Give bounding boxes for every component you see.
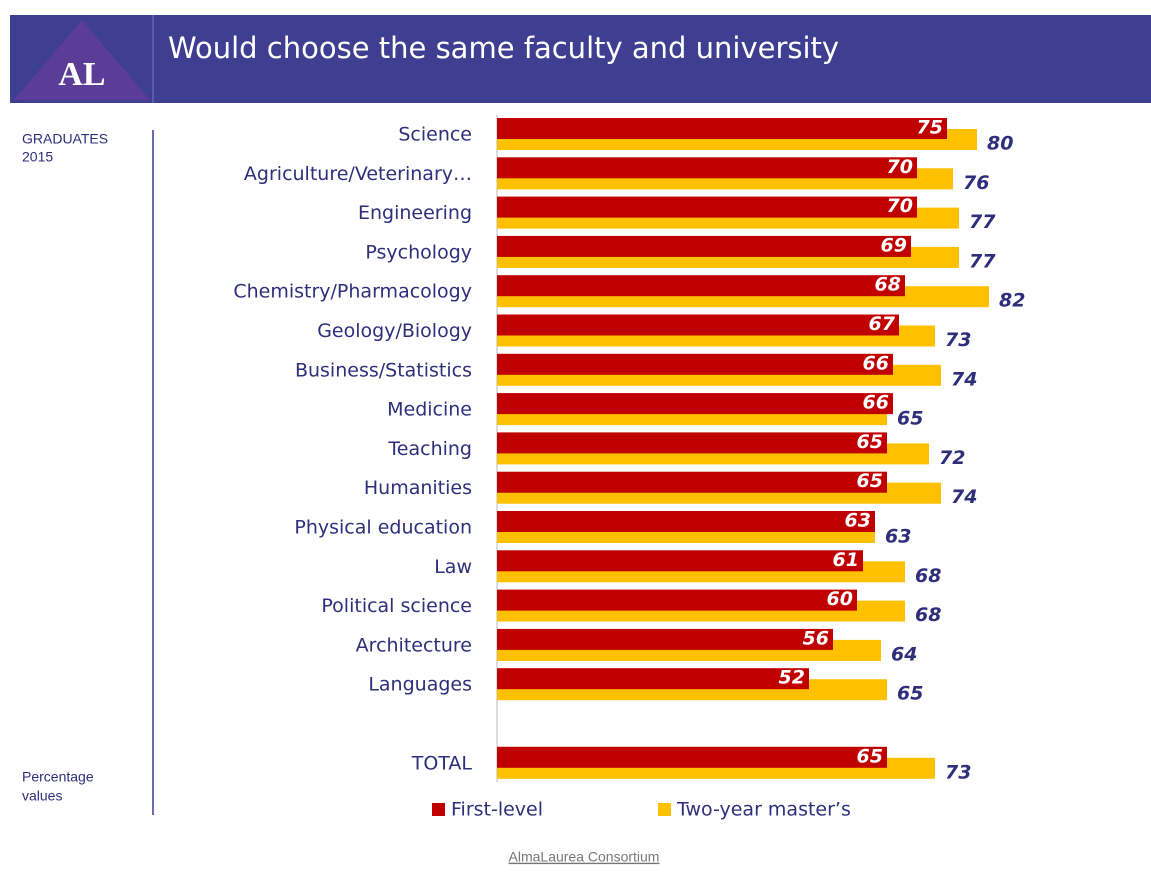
bar	[497, 471, 887, 493]
legend-swatch	[432, 803, 445, 816]
value-label: 66	[863, 392, 889, 414]
category-label: Psychology	[365, 241, 472, 263]
logo-shape	[14, 20, 150, 100]
category-label: Humanities	[364, 477, 472, 499]
side-note: GRADUATES	[22, 131, 108, 147]
category-label: Law	[434, 556, 472, 578]
legend-label: Two-year master’s	[676, 799, 851, 821]
value-label: 63	[845, 510, 871, 532]
value-label: 72	[939, 447, 965, 469]
value-label: 60	[827, 588, 853, 610]
value-label: 74	[951, 486, 977, 508]
bar	[497, 393, 893, 415]
value-label: 77	[969, 211, 996, 233]
bar	[497, 628, 833, 650]
value-label: 65	[897, 683, 923, 705]
category-label: Medicine	[387, 399, 472, 421]
value-label: 61	[833, 549, 859, 571]
bar	[497, 746, 887, 768]
logo: AL	[58, 56, 105, 93]
value-label: 67	[869, 313, 896, 335]
category-label: Political science	[321, 595, 472, 617]
value-label: 82	[999, 290, 1025, 312]
category-label: Physical education	[294, 517, 472, 539]
value-label: 70	[887, 195, 913, 217]
category-label: Chemistry/Pharmacology	[233, 281, 472, 303]
category-label: Engineering	[358, 202, 472, 224]
category-label: Geology/Biology	[317, 320, 472, 342]
bar	[497, 550, 863, 572]
value-label: 68	[915, 565, 941, 587]
category-label: Agriculture/Veterinary…	[244, 163, 472, 185]
value-label: 64	[891, 643, 917, 665]
value-label: 69	[881, 234, 907, 256]
category-label: Languages	[368, 674, 472, 696]
category-label: Teaching	[387, 438, 472, 460]
value-label: 68	[875, 274, 901, 296]
value-label: 77	[969, 250, 996, 272]
bar	[497, 118, 947, 139]
bar	[497, 235, 911, 257]
bar	[497, 157, 917, 179]
bar	[497, 196, 917, 218]
header-bar	[10, 15, 1151, 103]
value-label: 63	[885, 526, 911, 548]
side-note: values	[22, 788, 62, 804]
value-label: 76	[963, 172, 989, 194]
side-note: 2015	[22, 149, 53, 165]
source: AlmaLaurea Consortium	[509, 849, 660, 865]
bar	[497, 353, 893, 375]
value-label: 56	[803, 627, 829, 649]
value-label: 80	[987, 133, 1013, 155]
value-label: 65	[897, 408, 923, 430]
chart-title: Would choose the same faculty and univer…	[168, 31, 839, 65]
bar	[497, 589, 857, 611]
legend-swatch	[658, 803, 671, 816]
category-label: Science	[398, 124, 472, 146]
value-label: 65	[857, 470, 883, 492]
category-label: Architecture	[356, 634, 472, 656]
value-label: 52	[779, 667, 805, 689]
value-label: 66	[863, 352, 889, 374]
value-label: 75	[917, 117, 943, 139]
value-label: 70	[887, 156, 913, 178]
bar	[497, 668, 809, 690]
bar	[497, 275, 905, 297]
value-label: 68	[915, 604, 941, 626]
value-label: 65	[857, 431, 883, 453]
bar	[497, 314, 899, 336]
value-label: 65	[857, 745, 883, 767]
side-note: Percentage	[22, 769, 94, 785]
legend-label: First-level	[451, 799, 543, 821]
value-label: 73	[945, 329, 971, 351]
value-label: 73	[945, 761, 971, 783]
value-label: 74	[951, 368, 977, 390]
category-label: TOTAL	[411, 752, 473, 774]
category-label: Business/Statistics	[295, 359, 472, 381]
bar	[497, 511, 875, 532]
bar	[497, 432, 887, 454]
